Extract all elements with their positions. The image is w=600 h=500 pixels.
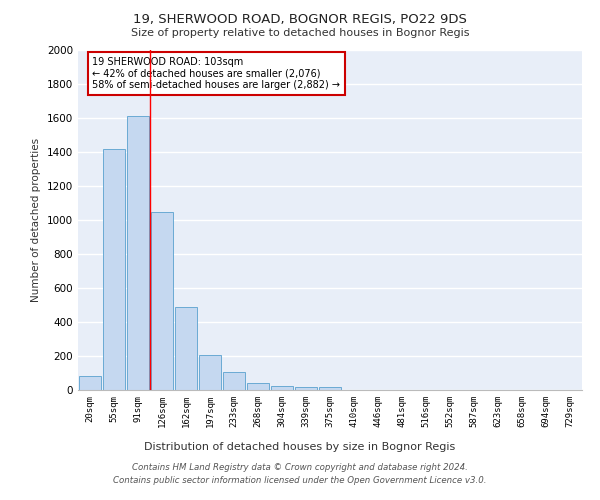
Bar (79, 376, 101, 390)
Text: 19, SHERWOOD ROAD, BOGNOR REGIS, PO22 9DS: 19, SHERWOOD ROAD, BOGNOR REGIS, PO22 9D… (133, 12, 467, 26)
Y-axis label: Number of detached properties: Number of detached properties (31, 138, 41, 302)
Bar (199, 355, 221, 390)
Bar (103, 148, 125, 390)
Bar (127, 116, 149, 390)
Bar (151, 212, 173, 390)
Text: Distribution of detached houses by size in Bognor Regis: Distribution of detached houses by size … (145, 442, 455, 452)
Bar (271, 386, 293, 390)
Bar (295, 386, 317, 390)
Text: 19 SHERWOOD ROAD: 103sqm
← 42% of detached houses are smaller (2,076)
58% of sem: 19 SHERWOOD ROAD: 103sqm ← 42% of detach… (92, 57, 340, 90)
Bar (175, 306, 197, 390)
Bar (247, 383, 269, 390)
Text: Contains HM Land Registry data © Crown copyright and database right 2024.
Contai: Contains HM Land Registry data © Crown c… (113, 464, 487, 485)
Bar (319, 388, 341, 390)
Bar (223, 372, 245, 390)
Text: Size of property relative to detached houses in Bognor Regis: Size of property relative to detached ho… (131, 28, 469, 38)
